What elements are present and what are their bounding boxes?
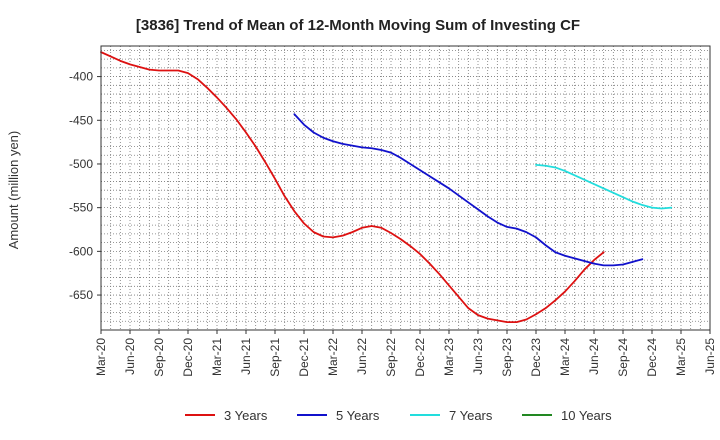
x-tick-label: Jun-22 bbox=[355, 338, 369, 375]
grid bbox=[101, 46, 710, 331]
y-tick-label: -500 bbox=[69, 157, 93, 171]
legend-label: 10 Years bbox=[561, 408, 612, 423]
x-tick-label: Mar-23 bbox=[442, 338, 456, 376]
x-tick-label: Jun-24 bbox=[587, 338, 601, 375]
x-tick-label: Sep-21 bbox=[268, 338, 282, 377]
x-tick-label: Sep-20 bbox=[152, 338, 166, 377]
y-tick-label: -400 bbox=[69, 70, 93, 84]
legend: 3 Years 5 Years 7 Years 10 Years bbox=[185, 408, 612, 423]
y-axis-ticks: -400 -450 -500 -550 -600 -650 bbox=[69, 70, 101, 302]
x-tick-label: Jun-20 bbox=[123, 338, 137, 375]
x-tick-label: Sep-22 bbox=[384, 338, 398, 377]
x-tick-label: Dec-24 bbox=[645, 338, 659, 377]
y-tick-label: -600 bbox=[69, 244, 93, 258]
y-tick-label: -450 bbox=[69, 113, 93, 127]
x-tick-label: Sep-24 bbox=[616, 338, 630, 377]
series-line-3-years bbox=[100, 51, 605, 324]
x-tick-label: Dec-20 bbox=[181, 338, 195, 377]
x-tick-label: Mar-22 bbox=[326, 338, 340, 376]
x-axis-ticks: Mar-20 Jun-20 Sep-20 Dec-20 Mar-21 Jun-21 Sep-… bbox=[94, 330, 717, 377]
series-line-7-years bbox=[535, 163, 673, 210]
x-tick-label: Mar-25 bbox=[674, 338, 688, 376]
y-tick-label: -550 bbox=[69, 201, 93, 215]
series-layer bbox=[100, 51, 673, 324]
x-tick-label: Sep-23 bbox=[500, 338, 514, 377]
x-tick-label: Mar-21 bbox=[210, 338, 224, 376]
legend-label: 5 Years bbox=[336, 408, 380, 423]
legend-label: 7 Years bbox=[449, 408, 493, 423]
x-tick-label: Mar-24 bbox=[558, 338, 572, 376]
x-tick-label: Jun-21 bbox=[239, 338, 253, 375]
plot-frame bbox=[100, 45, 711, 331]
x-tick-label: Jun-23 bbox=[471, 338, 485, 375]
x-tick-label: Dec-22 bbox=[413, 338, 427, 377]
y-axis-label: Amount (million yen) bbox=[6, 131, 21, 250]
chart-title: [3836] Trend of Mean of 12-Month Moving … bbox=[136, 17, 580, 34]
x-tick-label: Dec-21 bbox=[297, 338, 311, 377]
x-tick-label: Dec-23 bbox=[529, 338, 543, 377]
series-line-5-years bbox=[293, 113, 644, 267]
x-tick-label: Mar-20 bbox=[94, 338, 108, 376]
x-tick-label: Jun-25 bbox=[703, 338, 717, 375]
y-tick-label: -650 bbox=[69, 288, 93, 302]
legend-label: 3 Years bbox=[224, 408, 268, 423]
